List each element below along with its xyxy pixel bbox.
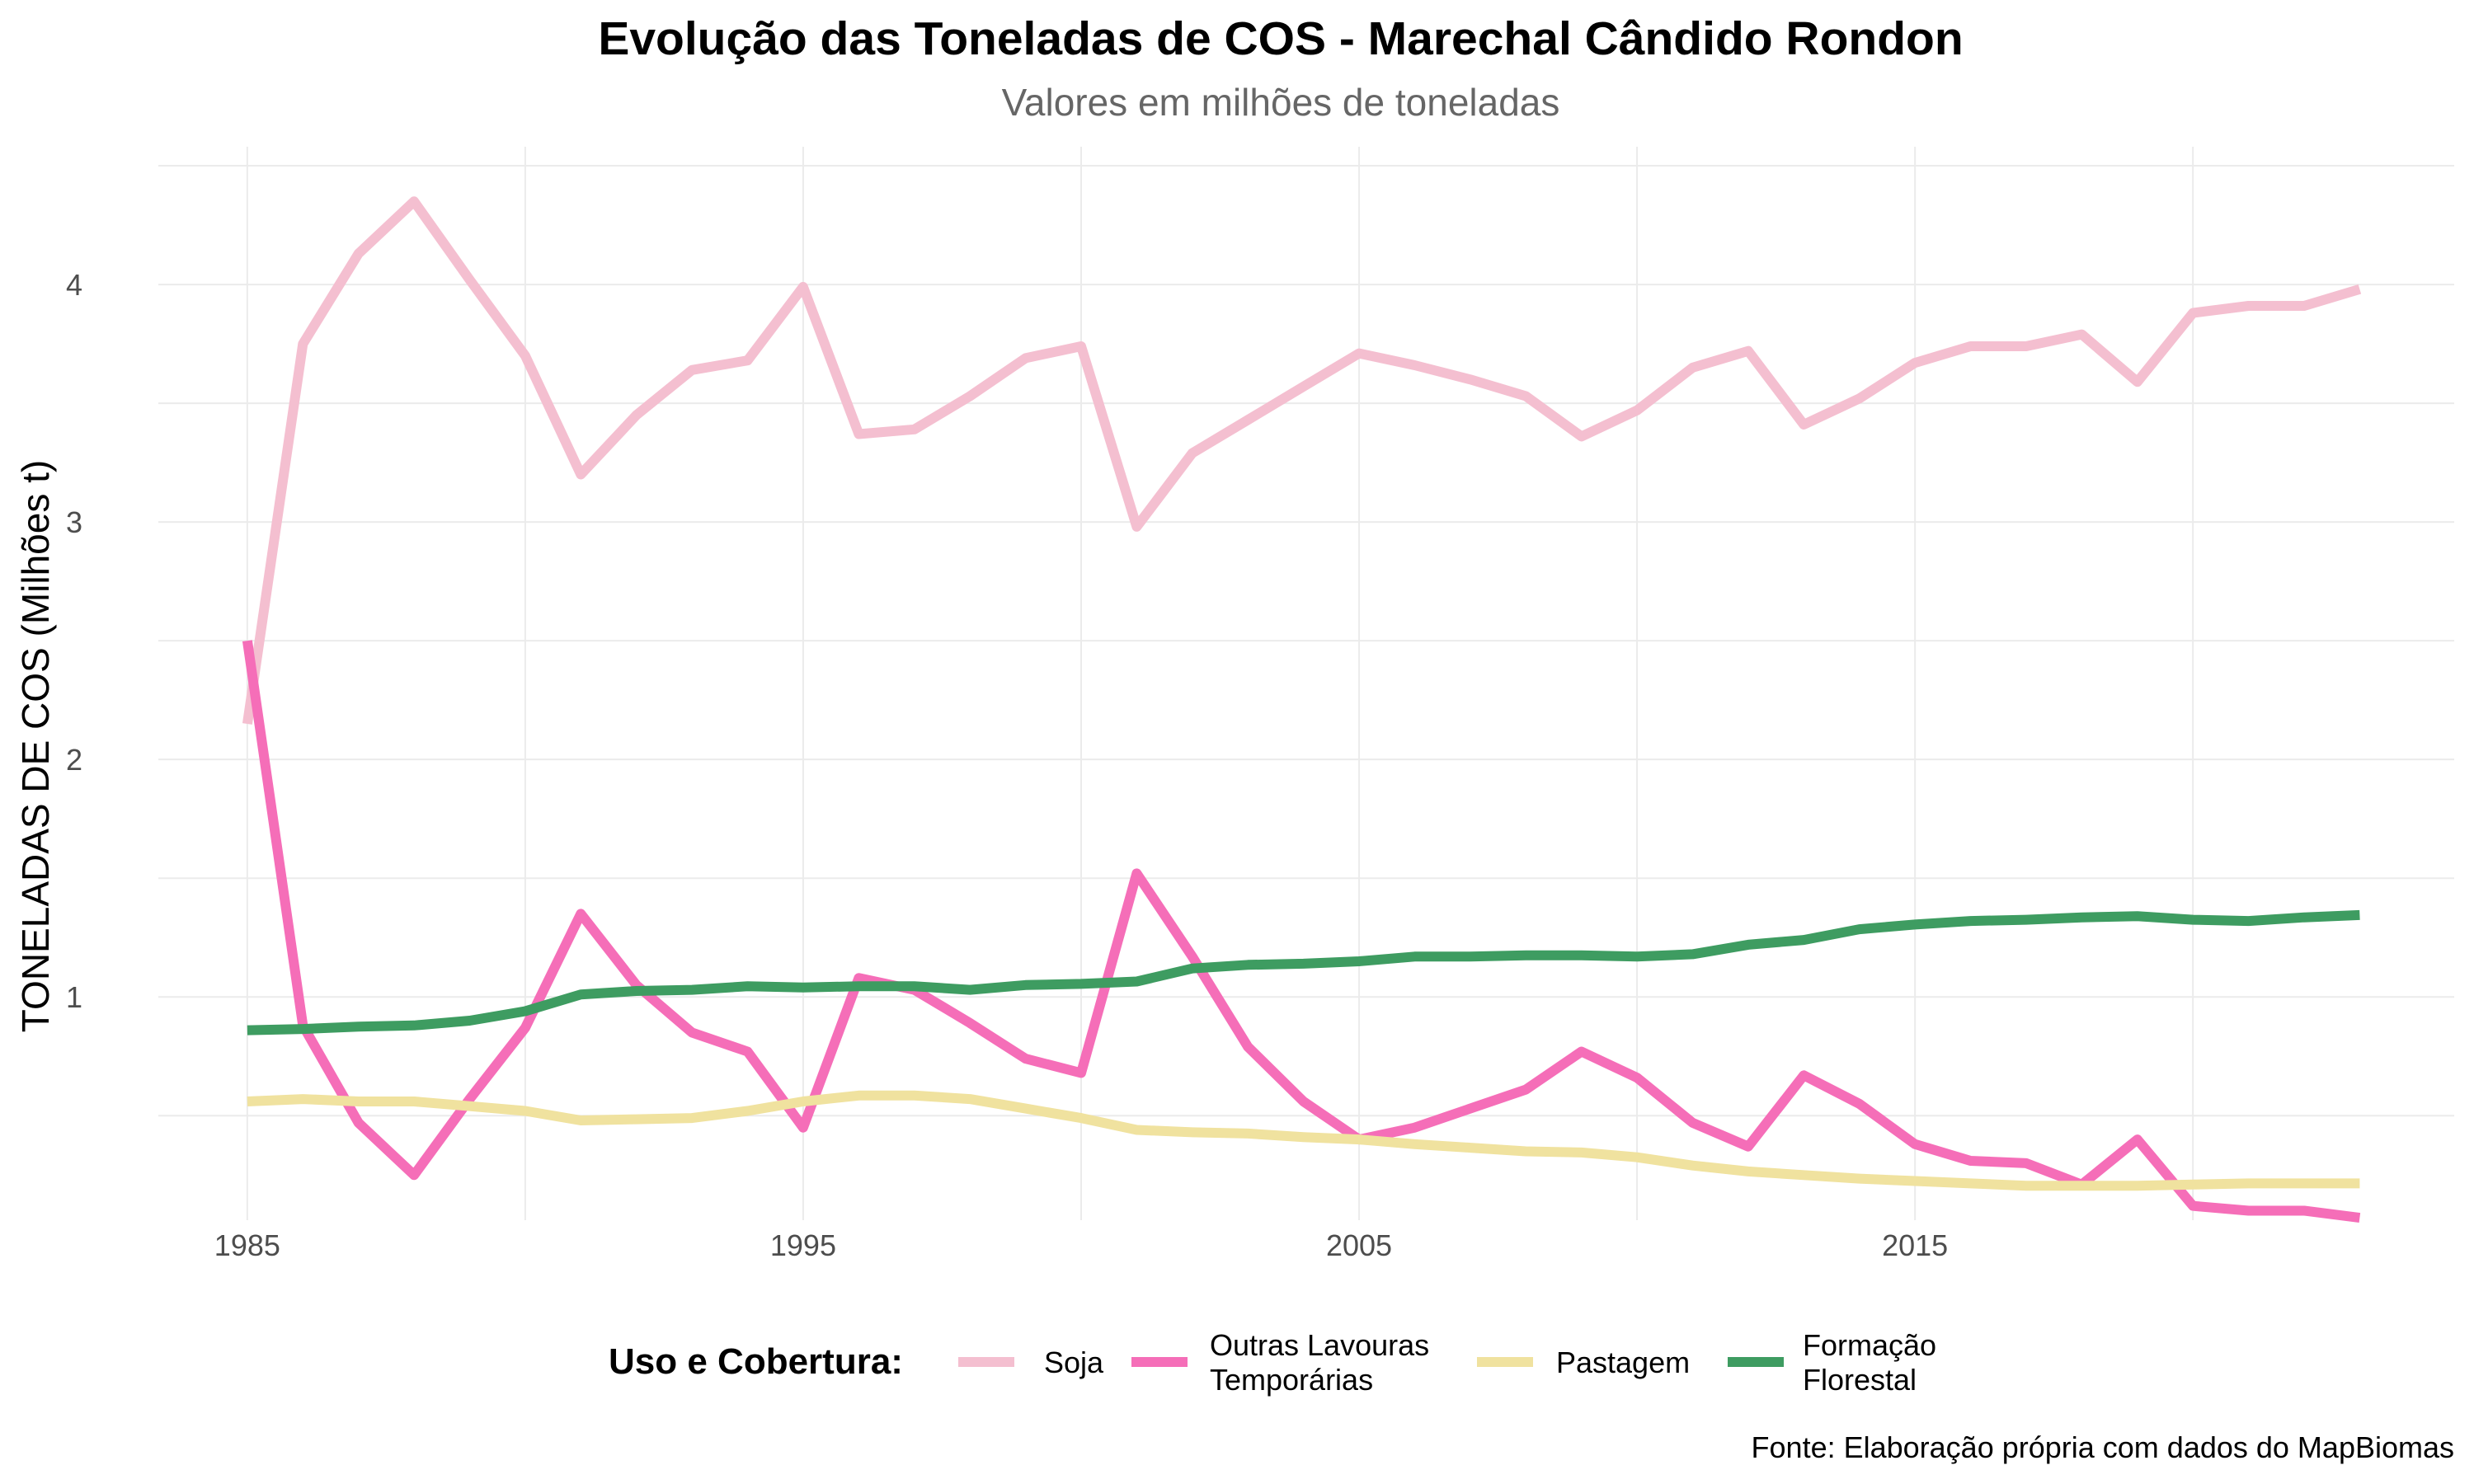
series-line-soja (242, 196, 2362, 725)
y-tick-label: 2 (66, 743, 82, 777)
legend: Uso e Cobertura: Soja Outras LavourasTemp… (609, 1328, 1936, 1397)
series-lines (242, 196, 2362, 1223)
grid-lines (158, 147, 2454, 1220)
y-tick-label: 4 (66, 268, 82, 302)
legend-label-formacao-florestal: Formação (1803, 1328, 1936, 1362)
series-line-formacao-florestal (247, 909, 2360, 1036)
x-axis-ticks: 1985 1995 2005 2015 (214, 1228, 1948, 1262)
legend-title: Uso e Cobertura: (609, 1341, 903, 1382)
y-axis-ticks: 1 2 3 4 (66, 268, 82, 1014)
legend-label-soja: Soja (1044, 1345, 1104, 1379)
x-tick-label: 2005 (1326, 1228, 1392, 1262)
x-tick-label: 1995 (770, 1228, 836, 1262)
chart-caption: Fonte: Elaboração própria com dados do M… (1752, 1430, 2454, 1464)
series-line-pastagem (247, 1090, 2360, 1191)
legend-label-formacao-florestal: Florestal (1803, 1363, 1917, 1397)
x-tick-label: 1985 (214, 1228, 280, 1262)
legend-label-outras-lavouras-temporarias: Outras Lavouras (1210, 1328, 1429, 1362)
chart-title: Evolução das Toneladas de COS - Marechal… (598, 12, 1963, 65)
chart-subtitle: Valores em milhões de toneladas (1002, 81, 1560, 124)
legend-label-outras-lavouras-temporarias: Temporárias (1210, 1363, 1373, 1397)
x-tick-label: 2015 (1882, 1228, 1948, 1262)
y-axis-label: TONELADAS DE COS (Milhões t) (14, 460, 57, 1032)
legend-label-pastagem: Pastagem (1556, 1345, 1690, 1379)
y-tick-label: 1 (66, 980, 82, 1014)
series-line-outras-lavouras-temporarias (242, 640, 2361, 1223)
y-tick-label: 3 (66, 505, 82, 539)
